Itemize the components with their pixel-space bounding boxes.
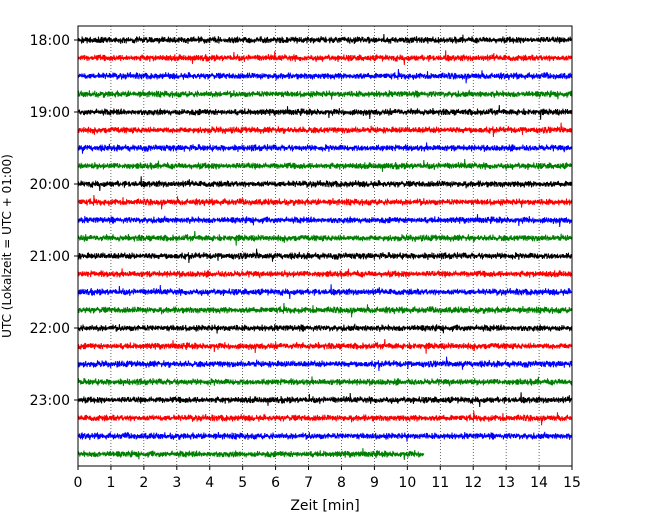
y-tick-label: 21:00	[30, 249, 70, 265]
seismogram-trace	[77, 284, 573, 300]
x-tick-label: 14	[530, 475, 548, 491]
x-tick-label: 11	[431, 475, 449, 491]
x-tick-label: 13	[497, 475, 515, 491]
seismogram-trace	[77, 448, 425, 461]
seismogram-trace	[77, 214, 573, 228]
y-tick-label: 18:00	[30, 33, 70, 49]
x-tick-label: 15	[563, 475, 581, 491]
x-tick-label: 9	[370, 475, 379, 491]
seismogram-trace	[77, 302, 573, 318]
x-axis-label: Zeit [min]	[290, 498, 359, 514]
seismogram-trace	[77, 104, 573, 120]
seismogram-trace	[77, 68, 573, 84]
y-axis: 18:00 19:00 20:00 21:00 22:00 23:00	[30, 33, 78, 409]
seismogram-trace	[77, 431, 573, 442]
y-tick-label: 20:00	[30, 177, 70, 193]
x-tick-label: 6	[271, 475, 280, 491]
x-tick-label: 7	[304, 475, 313, 491]
x-axis: 0 1 2 3 4 5 6 7 8 9 10 11 12 13 14 15	[74, 466, 581, 491]
seismogram-trace	[77, 122, 573, 138]
seismogram-trace	[77, 158, 573, 172]
seismogram-trace	[77, 392, 573, 408]
seismogram-trace	[77, 268, 573, 279]
seismogram-trace	[77, 248, 573, 264]
x-tick-label: 1	[106, 475, 115, 491]
seismogram-trace	[77, 33, 573, 45]
grid	[110, 26, 540, 466]
seismogram-trace	[77, 89, 573, 100]
x-tick-label: 2	[139, 475, 148, 491]
x-tick-label: 12	[464, 475, 482, 491]
y-axis-label: UTC (Lokalzeit = UTC + 01:00)	[0, 154, 14, 338]
seismogram-trace	[77, 376, 573, 387]
seismogram-trace	[77, 410, 573, 426]
seismogram-trace	[77, 230, 573, 246]
x-tick-label: 8	[337, 475, 346, 491]
plot-frame	[77, 25, 573, 467]
seismogram-trace	[77, 50, 573, 66]
x-tick-label: 4	[205, 475, 214, 491]
seismogram-trace	[77, 323, 573, 334]
seismogram-trace	[77, 356, 573, 372]
seismogram-trace	[77, 194, 573, 210]
y-tick-label: 23:00	[30, 393, 70, 409]
x-tick-label: 5	[238, 475, 247, 491]
y-tick-label: 19:00	[30, 105, 70, 121]
seismogram-trace	[77, 176, 573, 192]
traces	[77, 33, 573, 461]
seismogram-trace	[77, 142, 573, 154]
x-tick-label: 10	[398, 475, 416, 491]
x-tick-label: 0	[74, 475, 83, 491]
x-tick-label: 3	[172, 475, 181, 491]
y-tick-label: 22:00	[30, 321, 70, 337]
seismogram-trace	[77, 338, 573, 354]
